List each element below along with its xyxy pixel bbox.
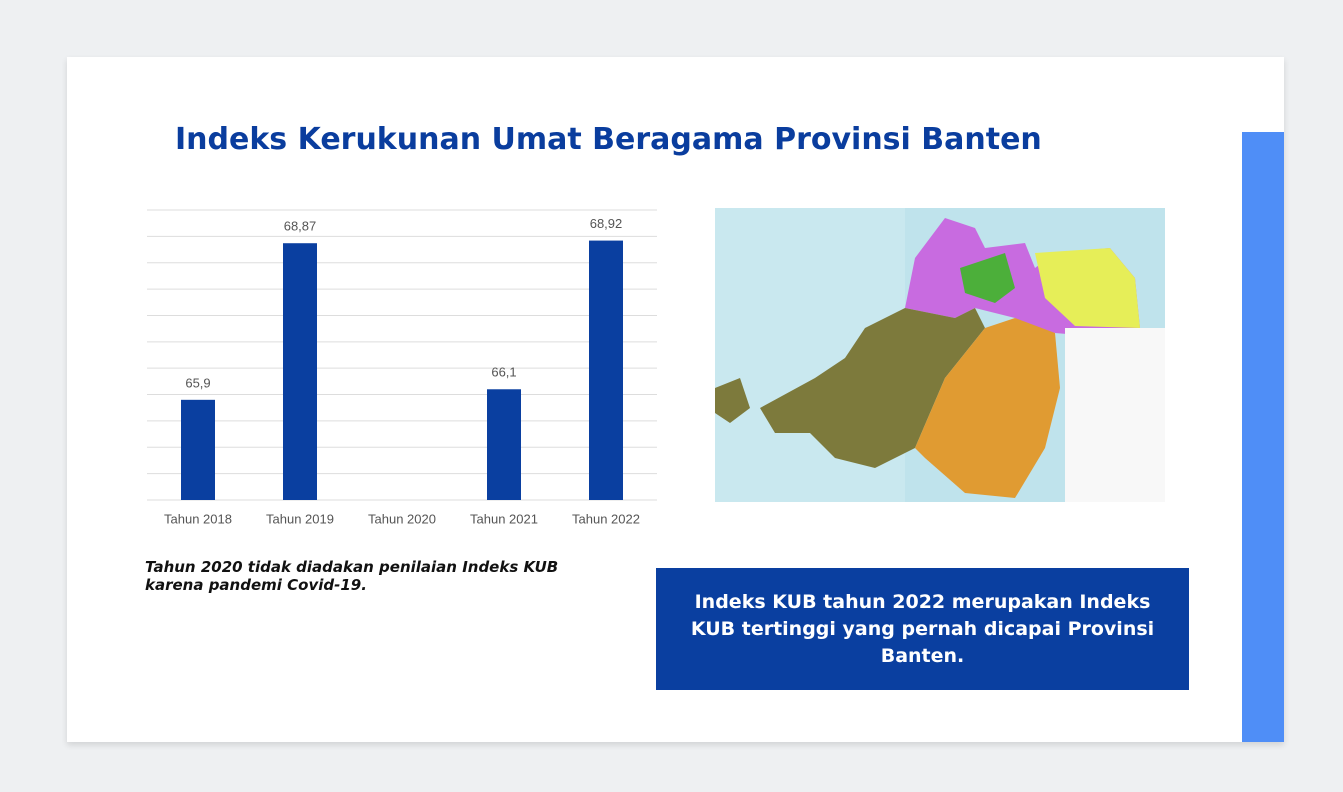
callout: Indeks KUB tahun 2022 merupakan Indeks K… — [656, 568, 1189, 690]
x-tick-label: Tahun 2021 — [470, 511, 538, 526]
data-label: 68,92 — [590, 216, 623, 231]
x-tick-label: Tahun 2019 — [266, 511, 334, 526]
data-label: 66,1 — [491, 365, 516, 380]
page: Indeks Kerukunan Umat Beragama Provinsi … — [0, 0, 1343, 792]
map — [715, 208, 1165, 502]
footnote: Tahun 2020 tidak diadakan penilaian Inde… — [145, 558, 605, 594]
data-label: 68,87 — [284, 219, 317, 234]
data-label: 65,9 — [185, 375, 210, 390]
bar — [589, 241, 623, 500]
slide-title: Indeks Kerukunan Umat Beragama Provinsi … — [175, 122, 1042, 157]
chart: Tahun 2018 65,9 Tahun 2019 68,87 Tahun 2020 T… — [130, 200, 670, 540]
bar — [181, 400, 215, 500]
x-tick-label: Tahun 2020 — [368, 511, 436, 526]
x-tick-label: Tahun 2022 — [572, 511, 640, 526]
x-tick-label: Tahun 2018 — [164, 511, 232, 526]
bar — [283, 243, 317, 500]
side-accent — [1242, 132, 1284, 742]
bar — [487, 389, 521, 500]
